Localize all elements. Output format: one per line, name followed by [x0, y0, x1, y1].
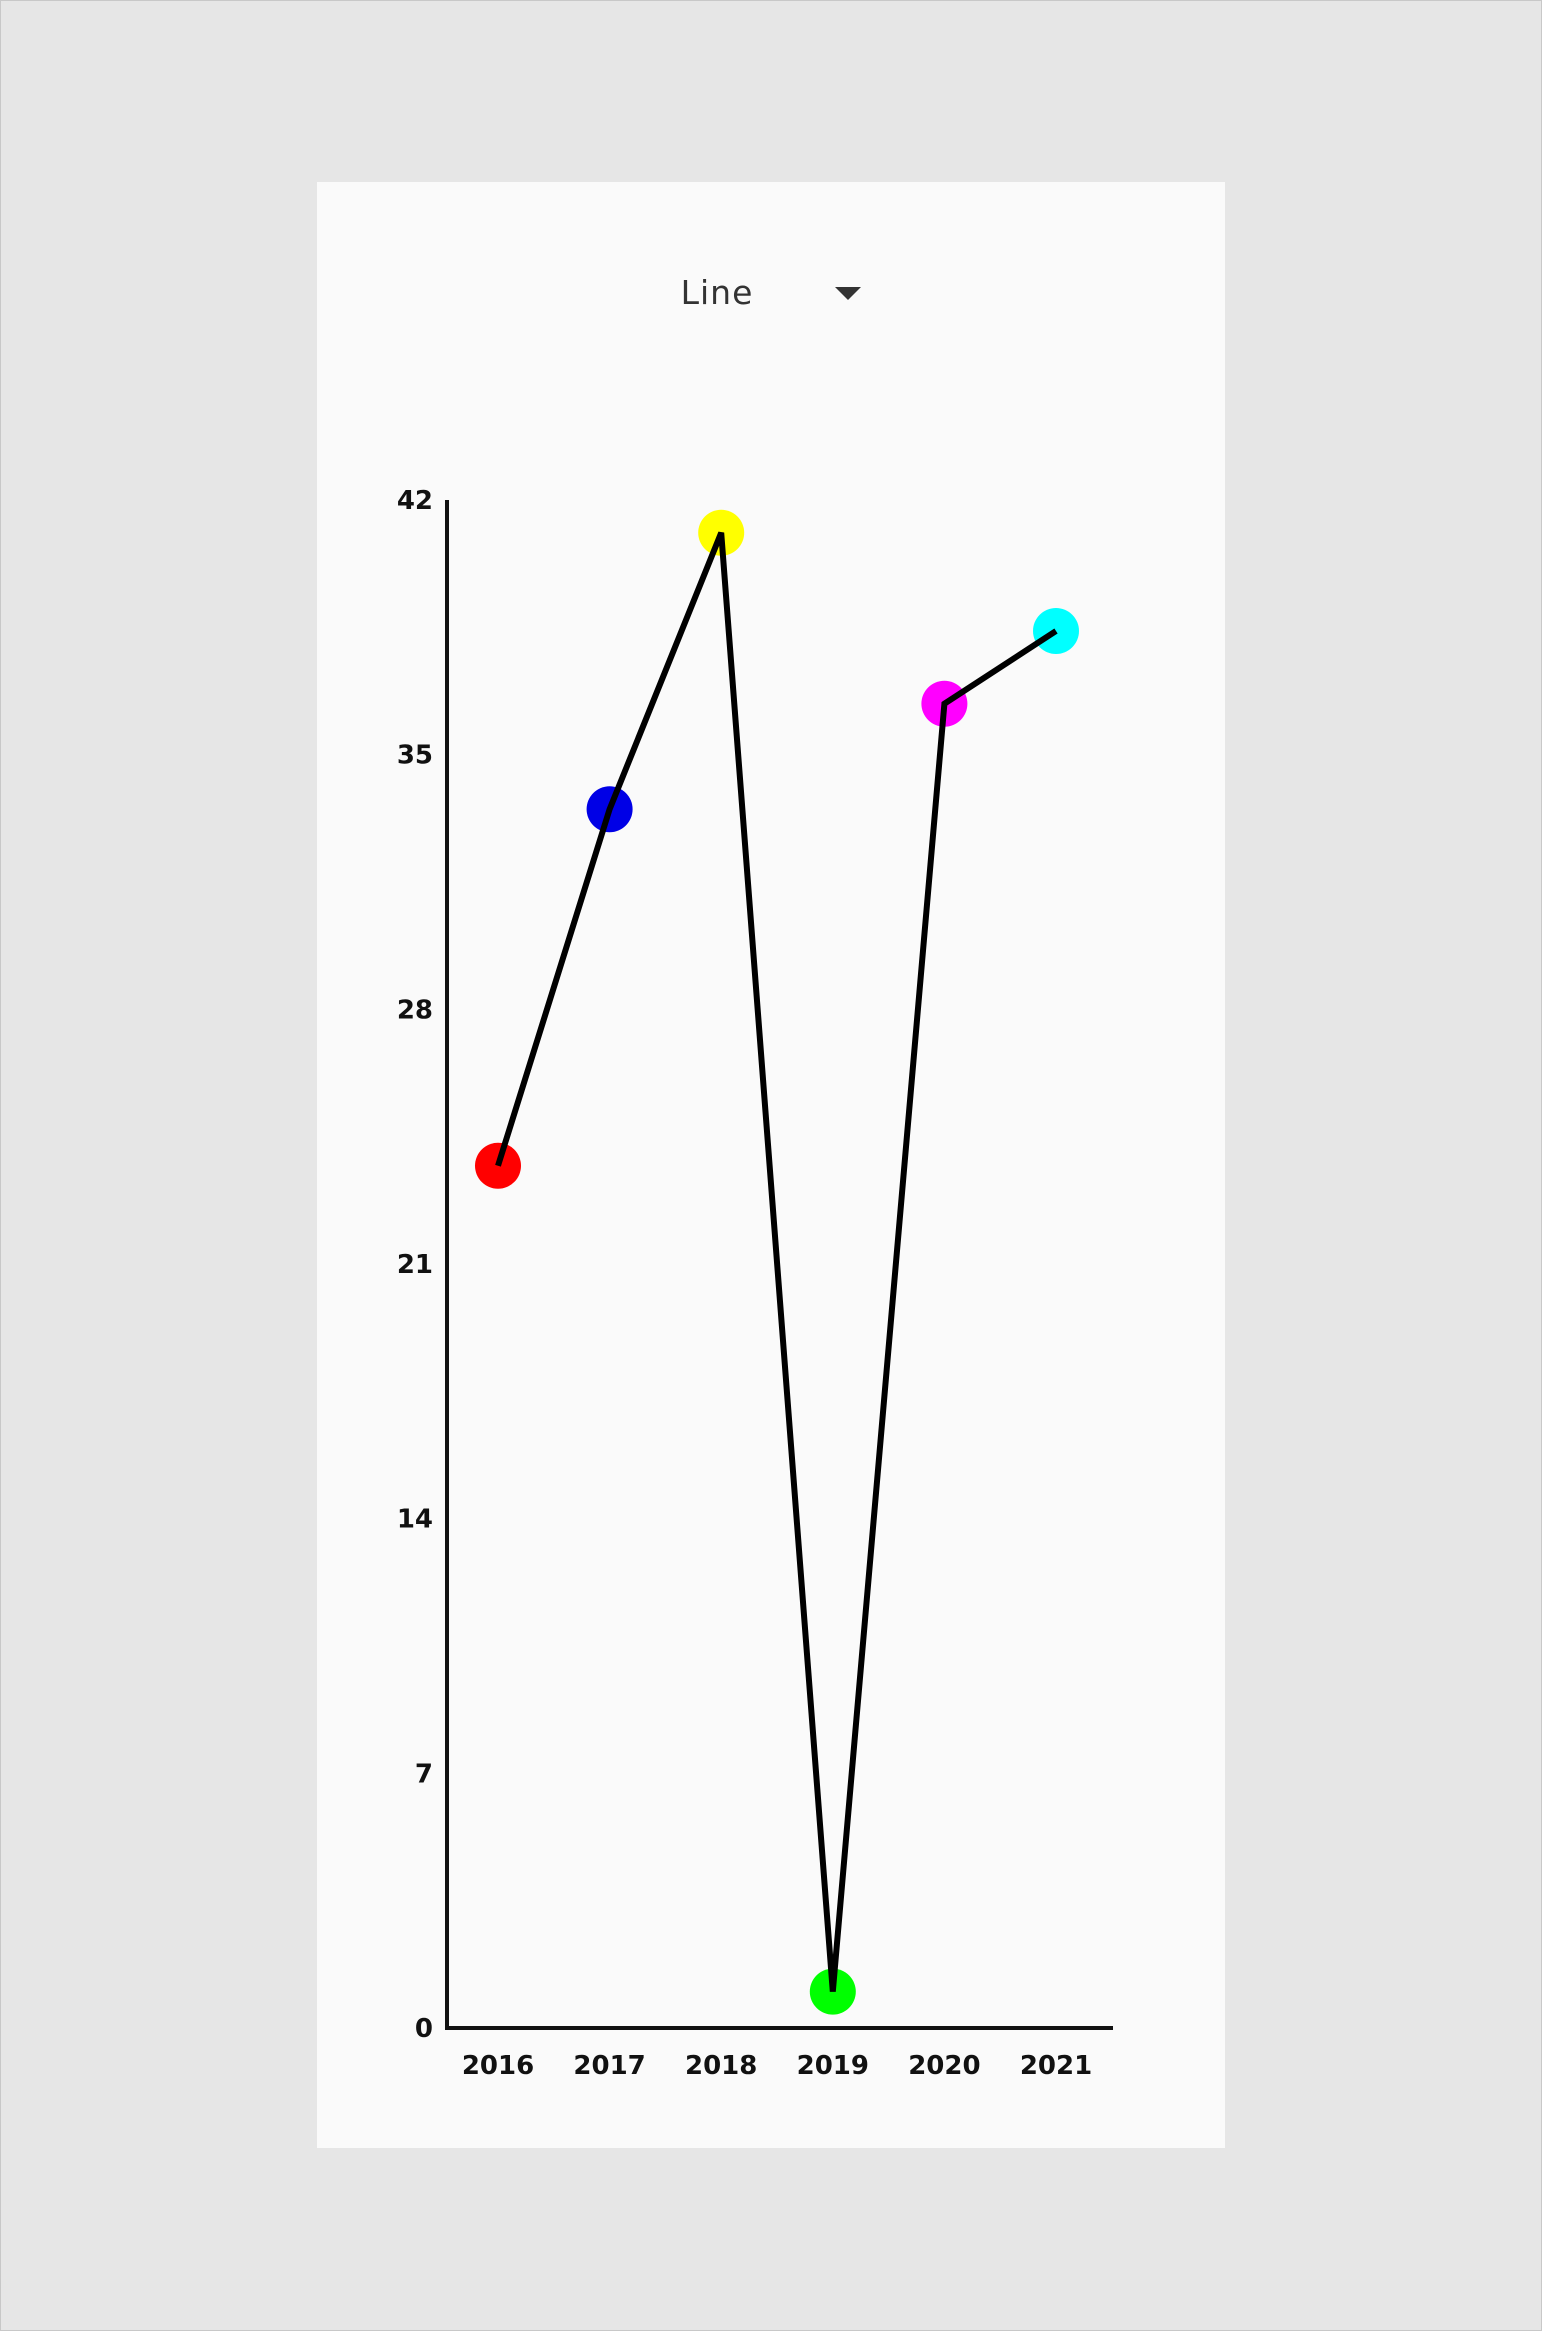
x-tick-label: 2016: [462, 2051, 534, 2081]
y-tick-label: 0: [415, 2014, 433, 2044]
chart-type-selected-label: Line: [680, 272, 754, 312]
line-chart: 0 7 14 21 28 35 42 2016 2017 2018 2019 2020 2021: [397, 486, 1113, 2081]
y-tick-label: 42: [397, 486, 433, 516]
x-axis-ticks: 2016 2017 2018 2019 2020 2021: [462, 2051, 1092, 2081]
x-tick-label: 2019: [797, 2051, 869, 2081]
series-line-group: [495, 531, 1058, 1992]
x-tick-label: 2020: [908, 2051, 980, 2081]
data-point-2016: [475, 1142, 521, 1189]
x-tick-label: 2018: [685, 2051, 757, 2081]
y-tick-label: 28: [397, 995, 433, 1025]
y-tick-label: 7: [415, 1759, 433, 1789]
x-tick-label: 2017: [573, 2051, 645, 2081]
y-tick-label: 14: [397, 1505, 433, 1535]
y-tick-label: 21: [397, 1250, 433, 1280]
dropdown-arrow-icon: [835, 286, 862, 300]
y-axis-ticks: 0 7 14 21 28 35 42: [397, 486, 433, 2044]
chart-type-dropdown[interactable]: Line: [317, 252, 1225, 332]
chart-card: Line 0 7 14 21 28 35 42 2016 2017 2018 2019 2020 20…: [317, 182, 1225, 2148]
series-line: [495, 531, 1058, 1992]
y-tick-label: 35: [397, 741, 433, 771]
x-tick-label: 2021: [1020, 2051, 1092, 2081]
